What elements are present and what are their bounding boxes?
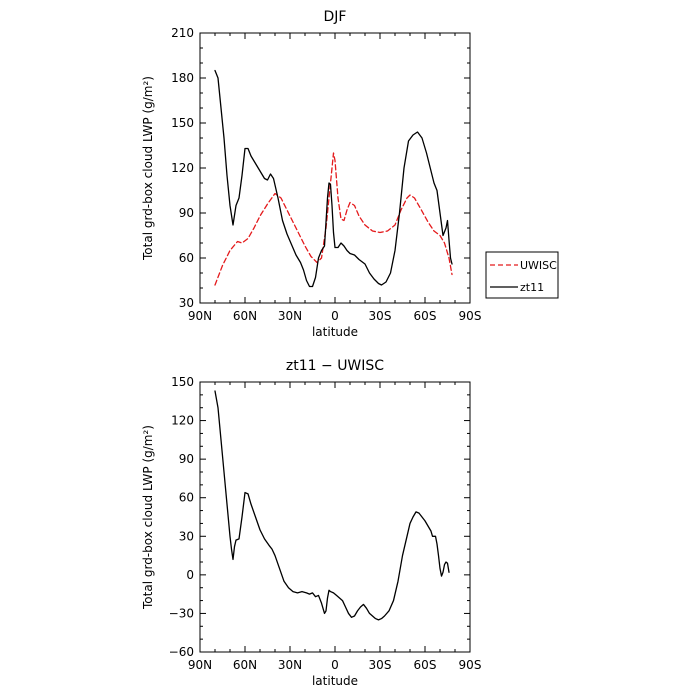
legend-box (485, 251, 559, 299)
x-tick-label: 60S (414, 658, 437, 672)
legend-label-uwisc: UWISC (520, 259, 557, 272)
y-tick-label: 180 (171, 71, 194, 85)
x-tick-label: 90N (188, 658, 212, 672)
x-tick-label: 30N (278, 309, 302, 323)
legend-label-zt11: zt11 (520, 281, 544, 294)
series-group (214, 390, 450, 621)
legend: UWISC zt11 (485, 251, 559, 299)
x-tick-label: 30S (369, 309, 392, 323)
y-axis-label: Total grd-box cloud LWP (g/m²) (141, 76, 155, 261)
series-group (214, 69, 453, 288)
x-tick-label: 90S (459, 309, 482, 323)
x-tick-label: 90S (459, 658, 482, 672)
x-tick-label: 0 (331, 309, 339, 323)
series-line-zt11 (214, 69, 453, 288)
y-tick-label: 120 (171, 414, 194, 428)
y-tick-label: 30 (179, 529, 194, 543)
chart-title: zt11 − UWISC (286, 358, 384, 374)
y-tick-label: 30 (179, 296, 194, 310)
x-tick-label: 60N (233, 309, 257, 323)
x-tick-label: 30N (278, 658, 302, 672)
x-tick-label: 30S (369, 658, 392, 672)
y-tick-label: 90 (179, 206, 194, 220)
series-line-zt11-uwisc (214, 390, 450, 621)
x-tick-label: 60S (414, 309, 437, 323)
y-axis-label: Total grd-box cloud LWP (g/m²) (141, 425, 155, 610)
bottom-chart: zt11 − UWISC 90N 60N 30N 0 30S 60S 90S −60 −30 0 30… (141, 358, 481, 688)
y-tick-label: 90 (179, 452, 194, 466)
chart-title: DJF (324, 9, 347, 25)
y-tick-label: 60 (179, 251, 194, 265)
x-axis-label: latitude (312, 325, 358, 339)
x-tick-label: 0 (331, 658, 339, 672)
y-tick-label: 210 (171, 26, 194, 40)
y-tick-label: −60 (169, 645, 194, 659)
x-tick-label: 60N (233, 658, 257, 672)
y-tick-label: 120 (171, 161, 194, 175)
series-line-uwisc (214, 152, 453, 286)
x-axis-label: latitude (312, 674, 358, 688)
y-tick-label: 150 (171, 375, 194, 389)
plot-frame (199, 381, 471, 653)
top-chart: DJF 90N 60N 30N 0 30S 60S 90S 30 60 90 120 150 180 210… (141, 9, 481, 339)
y-tick-label: 150 (171, 116, 194, 130)
y-tick-label: 0 (186, 568, 194, 582)
y-tick-label: 60 (179, 491, 194, 505)
x-tick-label: 90N (188, 309, 212, 323)
y-tick-label: −30 (169, 606, 194, 620)
